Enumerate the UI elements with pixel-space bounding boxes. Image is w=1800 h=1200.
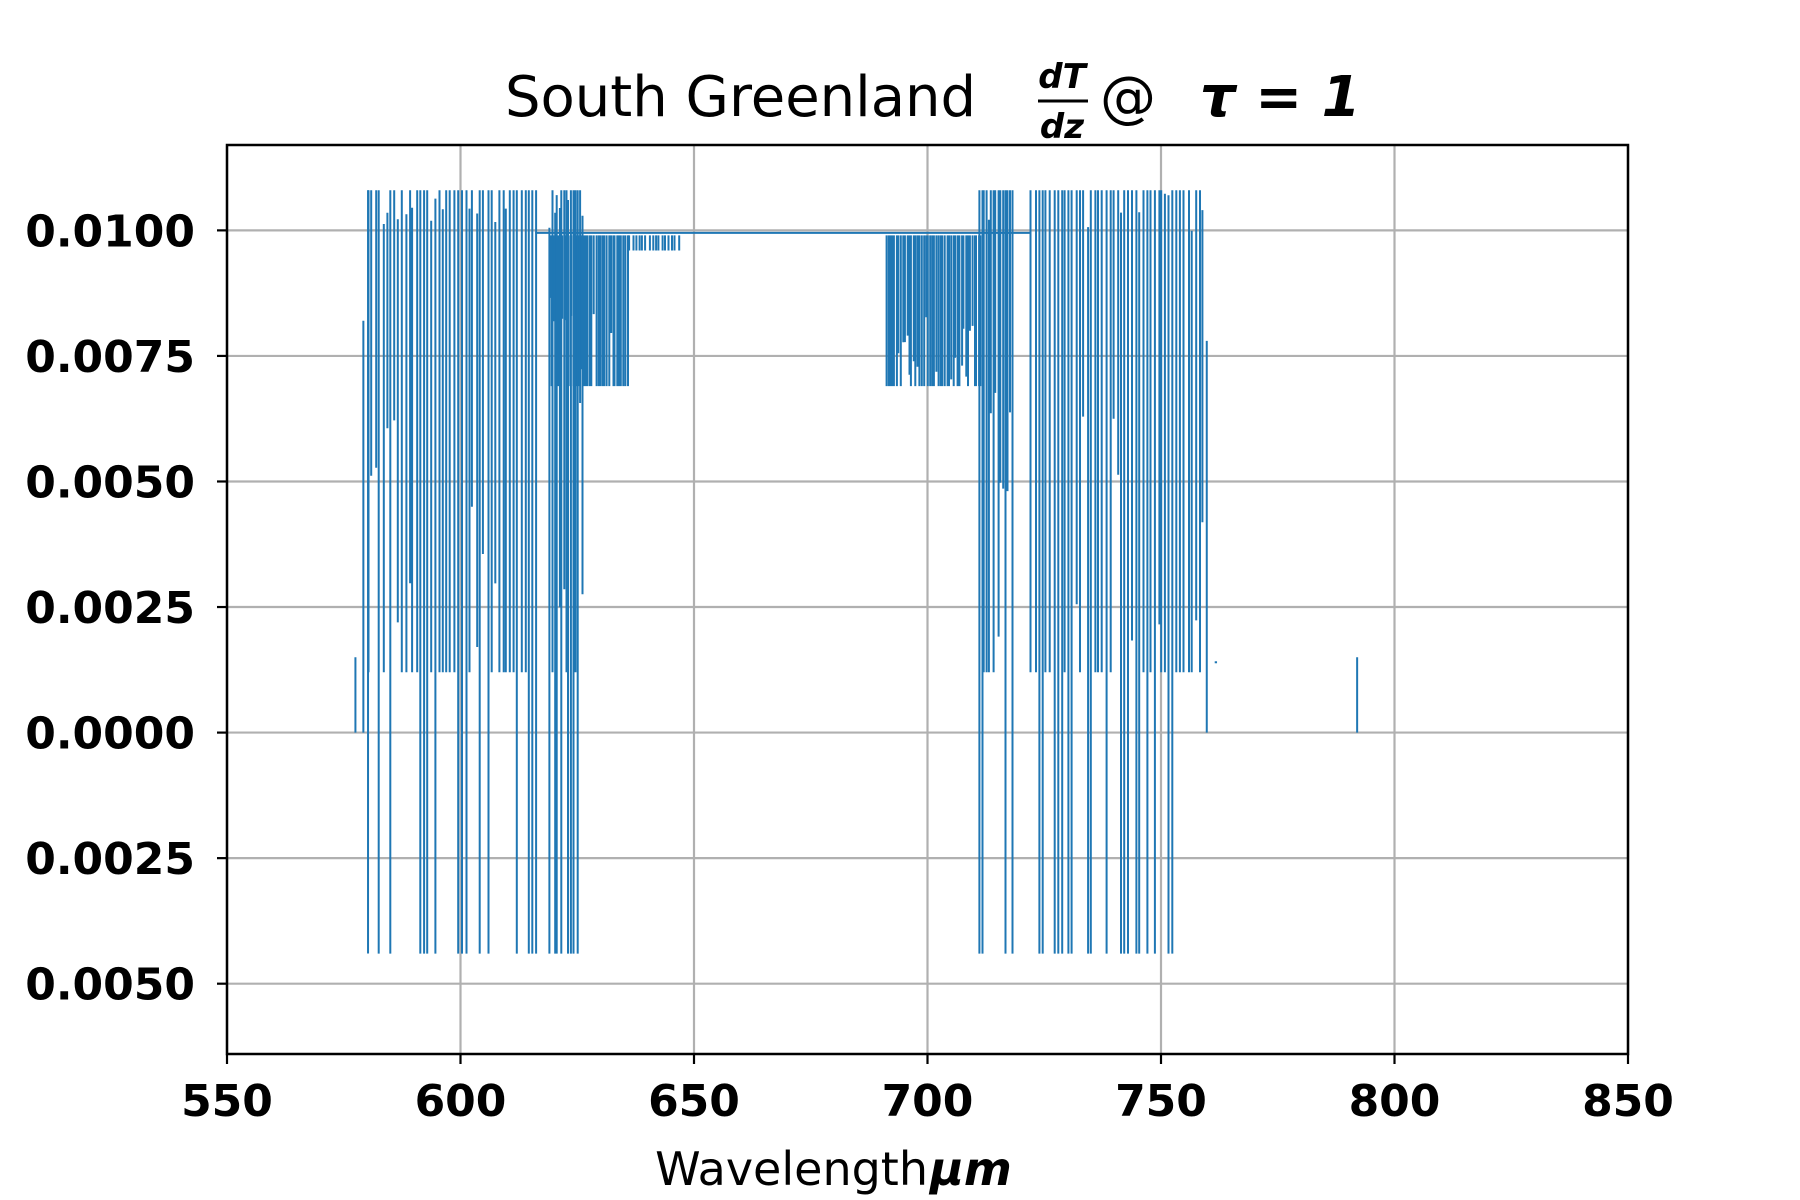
y-tick-label: 0.0075 — [25, 332, 195, 383]
x-axis-label-text: Wavelength — [655, 1142, 928, 1196]
title-fraction-denominator: dz — [1040, 107, 1084, 147]
x-tick-label: 850 — [1582, 1076, 1674, 1127]
x-axis-ticks: 550 600 650 700 750 800 850 — [181, 1054, 1674, 1127]
data-series — [354, 190, 1359, 954]
y-tick-label: 0.0000 — [25, 709, 195, 760]
x-tick-label: 650 — [648, 1076, 740, 1127]
y-tick-label: 0.0025 — [25, 583, 195, 634]
title-fraction-numerator: dT — [1038, 57, 1088, 97]
title-tau: τ = 1 — [1200, 65, 1361, 130]
x-axis-label: Wavelength μm — [655, 1142, 1012, 1196]
y-axis-ticks: 0.0100 0.0075 0.0050 0.0025 0.0000 0.0025 0.00… — [25, 206, 227, 1011]
y-tick-label: 0.0050 — [25, 457, 195, 508]
chart-title: South Greenland dT dz @ τ = 1 — [505, 57, 1361, 147]
x-tick-label: 550 — [181, 1076, 273, 1127]
y-tick-label: 0.0050 — [25, 960, 195, 1011]
title-at: @ — [1100, 65, 1156, 130]
y-tick-label: 0.0025 — [25, 834, 195, 885]
x-tick-label: 800 — [1349, 1076, 1441, 1127]
x-tick-label: 750 — [1115, 1076, 1207, 1127]
title-prefix: South Greenland — [505, 65, 976, 130]
x-axis-label-unit: μm — [928, 1142, 1012, 1196]
series-band — [548, 235, 629, 387]
series-band — [1029, 190, 1204, 954]
series-band — [885, 235, 984, 387]
series-band — [628, 235, 681, 251]
y-tick-label: 0.0100 — [25, 206, 195, 257]
series-band — [978, 190, 1014, 954]
x-tick-label: 600 — [415, 1076, 507, 1127]
x-tick-label: 700 — [882, 1076, 974, 1127]
